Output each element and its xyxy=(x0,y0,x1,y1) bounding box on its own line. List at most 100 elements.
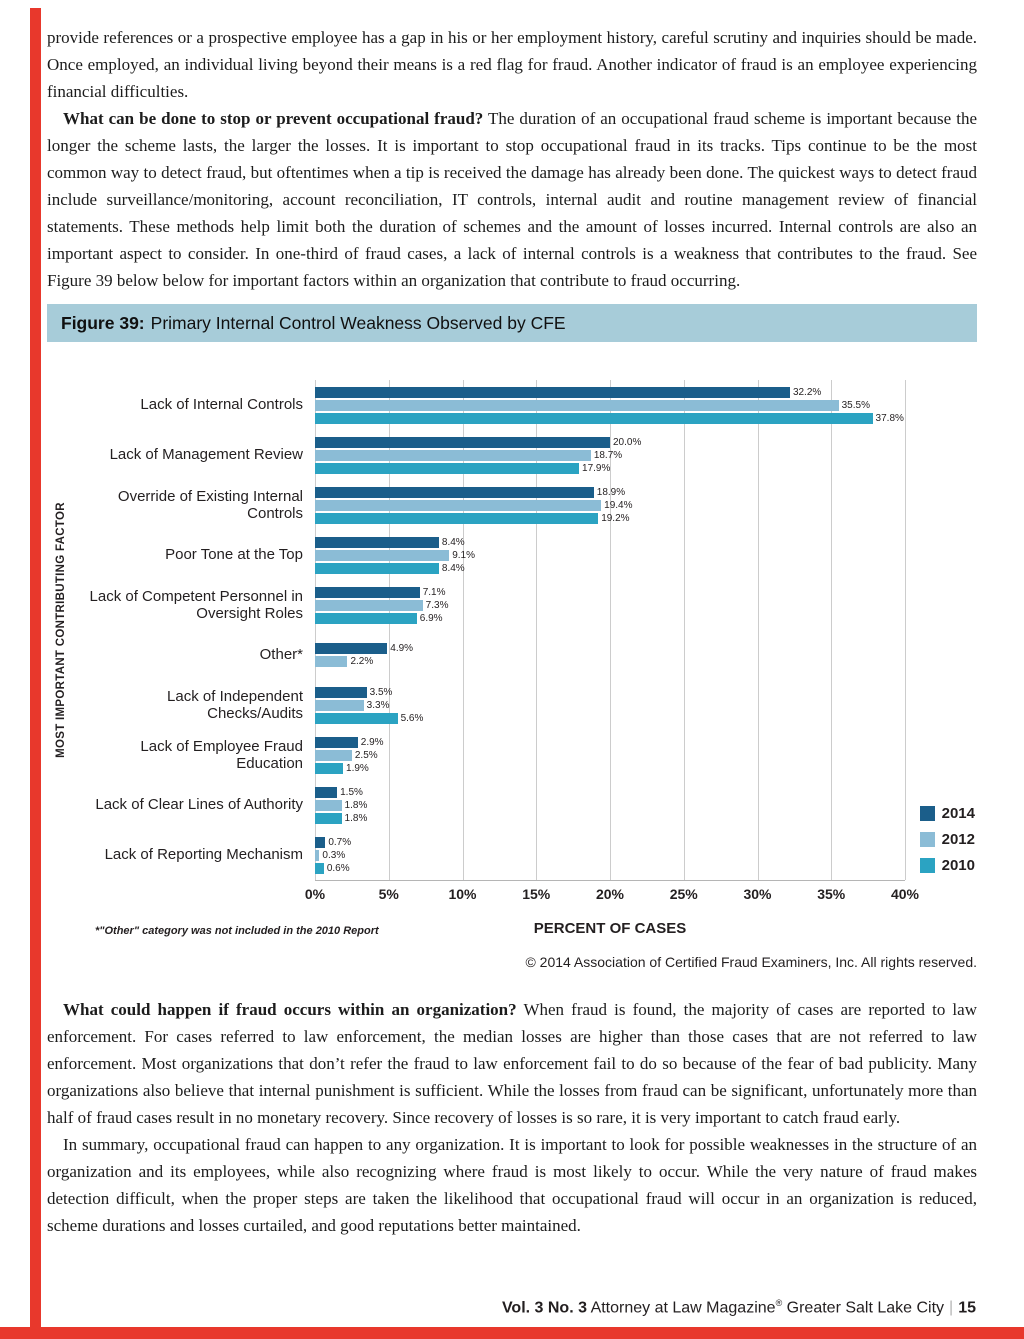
bar-value-label: 1.9% xyxy=(346,762,369,774)
bar-2010 xyxy=(315,762,344,774)
left-red-accent-bar xyxy=(30,8,41,1339)
gridline xyxy=(905,380,906,880)
bar-value-label: 1.8% xyxy=(344,812,368,824)
bar-2014 xyxy=(315,786,338,798)
bar-value-label: 18.9% xyxy=(596,486,626,498)
paragraph-lead-bold: What could happen if fraud occurs within… xyxy=(63,1000,517,1019)
bar-value-label: 35.5% xyxy=(841,399,870,411)
bar-line: 0.7% xyxy=(315,836,905,848)
chart-row: Other* 4.9% 2.2% xyxy=(75,630,977,680)
bar-2012 xyxy=(315,399,839,411)
category-label: Lack of Clear Lines of Authority xyxy=(95,796,303,814)
bar-2014 xyxy=(315,736,358,748)
bar-line: 5.6% xyxy=(315,712,905,724)
bar-value-label: 1.8% xyxy=(344,799,368,811)
chart-row: Lack of Management Review 20.0% 18.7% 17.9% xyxy=(75,430,977,480)
bar-group: 4.9% 2.2% xyxy=(315,642,905,668)
bar-line: 1.5% xyxy=(315,786,905,798)
page-content: provide references or a prospective empl… xyxy=(47,24,977,1239)
legend-label: 2010 xyxy=(941,857,975,874)
gridline xyxy=(683,380,685,880)
bar-line: 19.2% xyxy=(315,512,905,524)
y-axis-title: MOST IMPORTANT CONTRIBUTING FACTOR xyxy=(47,380,75,880)
category-label: Lack of Reporting Mechanism xyxy=(104,846,303,864)
legend-item-2010: 2010 xyxy=(919,857,975,874)
bar-2012 xyxy=(315,599,423,611)
figure-number-label: Figure 39: xyxy=(61,312,145,333)
bar-2014 xyxy=(315,536,439,548)
bar-line: 0.3% xyxy=(315,849,905,861)
bar-2010 xyxy=(315,712,398,724)
chart-caption-row: *"Other" category was not included in th… xyxy=(47,920,977,946)
legend-swatch xyxy=(919,806,935,821)
paragraph-text: When fraud is found, the majority of cas… xyxy=(47,1000,977,1127)
footer-volume: Vol. 3 No. 3 xyxy=(501,1299,587,1316)
gridline xyxy=(315,380,316,880)
category-label: Other* xyxy=(259,646,303,664)
bar-2012 xyxy=(315,656,348,667)
bar-2014 xyxy=(315,586,420,598)
bar-value-label: 7.3% xyxy=(425,599,449,611)
bar-line: 4.9% xyxy=(315,643,905,654)
bar-value-label: 5.6% xyxy=(400,712,424,724)
bar-2010 xyxy=(315,462,580,474)
x-tick-label: 35% xyxy=(817,886,846,902)
bar-value-label: 0.7% xyxy=(328,836,352,848)
category-label: Lack of Employee Fraud Education xyxy=(140,737,303,772)
paragraph-continuation: provide references or a prospective empl… xyxy=(47,24,977,105)
category-label: Poor Tone at the Top xyxy=(165,546,303,564)
gridline xyxy=(831,380,833,880)
chart-row: Lack of Independent Checks/Audits 3.5% 3.3… xyxy=(75,680,977,730)
gridline xyxy=(388,380,390,880)
bar-group: 1.5% 1.8% 1.8% xyxy=(315,786,905,825)
paragraph-text: The duration of an occupational fraud sc… xyxy=(47,109,977,290)
bar-value-label: 17.9% xyxy=(582,462,611,474)
legend-swatch xyxy=(919,832,935,847)
bar-2012 xyxy=(315,449,591,461)
bar-group: 3.5% 3.3% 5.6% xyxy=(315,686,905,725)
bar-group: 7.1% 7.3% 6.9% xyxy=(315,586,905,625)
x-tick-label: 20% xyxy=(595,886,625,902)
bar-2014 xyxy=(315,643,388,654)
x-tick-label: 0% xyxy=(304,886,326,902)
bar-line: 32.2% xyxy=(315,386,905,398)
bar-value-label: 0.3% xyxy=(322,849,346,861)
bar-line: 35.5% xyxy=(315,399,905,411)
bar-2012 xyxy=(315,849,320,861)
chart-row: Poor Tone at the Top 8.4% 9.1% 8.4% xyxy=(75,530,977,580)
bar-value-label: 19.2% xyxy=(601,512,630,524)
bar-line: 3.5% xyxy=(315,686,905,698)
bar-2014 xyxy=(315,436,610,448)
bar-value-label: 18.7% xyxy=(593,449,623,461)
category-label: Lack of Independent Checks/Audits xyxy=(167,687,303,722)
category-label: Lack of Competent Personnel in Oversight… xyxy=(89,587,303,622)
bar-value-label: 2.5% xyxy=(354,749,378,761)
registered-mark: ® xyxy=(775,1297,783,1308)
chart-copyright: © 2014 Association of Certified Fraud Ex… xyxy=(525,954,977,970)
bar-line: 0.6% xyxy=(315,862,905,874)
paragraph-fraud-consequences: What could happen if fraud occurs within… xyxy=(47,996,977,1131)
chart-row: Lack of Employee Fraud Education 2.9% 2.5%… xyxy=(75,730,977,780)
chart-footnote: *"Other" category was not included in th… xyxy=(95,925,379,937)
paragraph-lead-bold: What can be done to stop or prevent occu… xyxy=(63,109,484,128)
bar-line: 6.9% xyxy=(315,612,905,624)
bar-value-label: 7.1% xyxy=(422,586,446,598)
bar-line: 1.9% xyxy=(315,762,905,774)
bar-line: 2.2% xyxy=(315,656,905,667)
bar-line: 18.7% xyxy=(315,449,905,461)
bar-value-label: 20.0% xyxy=(613,436,642,448)
gridline xyxy=(536,380,538,880)
bar-line: 9.1% xyxy=(315,549,905,561)
x-tick-label: 10% xyxy=(448,886,477,902)
bar-line: 2.9% xyxy=(315,736,905,748)
bar-value-label: 2.9% xyxy=(360,736,384,748)
footer-magazine-name: Attorney at Law Magazine xyxy=(587,1299,776,1316)
bar-2010 xyxy=(315,812,342,824)
bar-2012 xyxy=(315,549,450,561)
bar-2014 xyxy=(315,686,367,698)
bar-2010 xyxy=(315,412,873,424)
bar-value-label: 19.4% xyxy=(604,499,633,511)
figure-39: Figure 39: Primary Internal Control Weak… xyxy=(47,304,977,970)
chart-row: Lack of Internal Controls 32.2% 35.5% 37.8% xyxy=(75,380,977,430)
bar-value-label: 8.4% xyxy=(441,562,465,574)
